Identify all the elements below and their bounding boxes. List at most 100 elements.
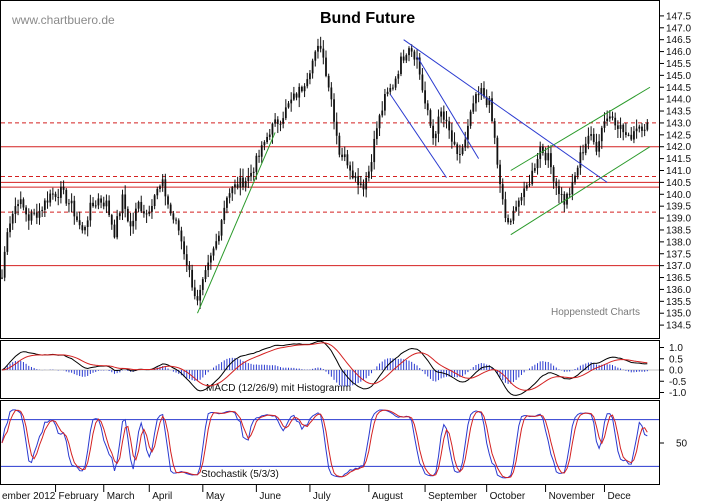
price-bar-body <box>536 159 539 169</box>
price-bar-body <box>375 128 378 139</box>
price-bar-body <box>292 93 295 100</box>
price-bar-body <box>295 93 298 98</box>
price-bar-body <box>76 216 78 221</box>
price-bar-body <box>164 179 167 197</box>
price-bar-body <box>204 270 207 280</box>
price-bar-body <box>341 154 343 158</box>
price-bar-body <box>606 118 609 122</box>
price-tick-label: 141.5 <box>666 154 691 165</box>
price-bar-body <box>9 223 11 233</box>
price-bar-body <box>236 184 239 188</box>
price-tick-label: 138.5 <box>666 225 691 236</box>
price-bar-body <box>25 207 27 215</box>
price-bar-body <box>65 189 68 204</box>
price-bar-body <box>507 218 509 223</box>
price-bar-body <box>472 103 475 112</box>
price-bar-body <box>491 98 493 122</box>
price-bar-body <box>86 220 89 228</box>
price-bar-body <box>531 170 534 185</box>
chart-credit: Hoppenstedt Charts <box>551 307 640 318</box>
month-label: July <box>313 491 331 502</box>
price-bar-body <box>416 57 418 60</box>
price-bar-body <box>193 287 196 297</box>
price-bar-body <box>456 144 459 155</box>
price-bar-body <box>151 206 153 212</box>
price-bar-body <box>60 186 62 198</box>
price-bar-body <box>392 87 394 89</box>
month-label: May <box>206 491 225 502</box>
month-label: October <box>490 491 526 502</box>
price-bar-body <box>156 188 159 196</box>
trend-line <box>510 146 651 236</box>
price-bar-body <box>258 155 260 157</box>
price-bar-body <box>448 121 451 131</box>
price-bar-body <box>517 200 520 207</box>
price-bar-body <box>402 56 405 61</box>
price-bar-body <box>587 135 590 144</box>
price-bar-body <box>212 248 215 256</box>
price-y-axis: 134.5135.0135.5136.0136.5137.0137.5138.0… <box>659 11 691 332</box>
month-x-axis: ember 2012 February March April May June July A… <box>2 485 631 502</box>
price-bar-body <box>244 181 247 188</box>
price-bar-body <box>509 220 512 223</box>
price-tick-label: 135.5 <box>666 297 691 308</box>
price-bar-body <box>268 134 271 137</box>
price-bar-body <box>260 145 263 157</box>
price-bar-body <box>234 184 236 188</box>
price-bar-body <box>145 213 148 215</box>
price-bar-body <box>148 211 151 214</box>
price-bar-body <box>51 193 54 195</box>
price-bar-body <box>458 154 461 156</box>
price-bars <box>1 36 649 309</box>
price-bar-body <box>19 199 22 205</box>
month-label: August <box>372 491 403 502</box>
price-bar-body <box>177 220 180 231</box>
price-bar-body <box>378 115 381 129</box>
price-bar-body <box>54 193 57 197</box>
price-bar-body <box>558 186 560 195</box>
price-bar-body <box>560 193 563 195</box>
price-bar-body <box>418 57 421 75</box>
price-bar-body <box>485 96 488 105</box>
price-bar-body <box>169 204 172 214</box>
month-label: April <box>152 491 172 502</box>
price-bar-body <box>223 207 226 221</box>
price-bar-body <box>263 142 266 146</box>
price-bar-body <box>335 121 338 136</box>
price-panel-frame <box>0 0 660 339</box>
month-label: ember 2012 <box>2 491 56 502</box>
price-bar-body <box>215 241 218 249</box>
price-bar-body <box>196 296 199 301</box>
price-bar-body <box>429 110 432 126</box>
price-bar-body <box>1 277 3 279</box>
price-bar-body <box>467 125 469 140</box>
price-bar-body <box>541 146 544 153</box>
price-tick-label: 136.0 <box>666 285 691 296</box>
price-bar-body <box>325 57 327 76</box>
price-bar-body <box>81 225 84 231</box>
price-bar-body <box>110 215 113 225</box>
price-tick-label: 144.5 <box>666 83 691 94</box>
price-bar-body <box>574 175 576 183</box>
price-bar-body <box>191 269 194 288</box>
price-bar-body <box>515 206 518 211</box>
price-bar-body <box>153 195 156 207</box>
price-bar-body <box>496 137 499 165</box>
price-bar-body <box>113 224 116 238</box>
price-bar-body <box>228 193 231 198</box>
price-bar-body <box>488 98 491 105</box>
price-tick-label: 142.0 <box>666 142 691 153</box>
price-bar-body <box>207 262 210 271</box>
macd-tick-label: -1.0 <box>669 388 687 399</box>
price-bar-body <box>314 51 317 61</box>
price-bar-body <box>600 127 603 142</box>
price-bar-body <box>92 202 94 207</box>
price-bar-body <box>400 56 402 75</box>
stochastic-plot: 50 <box>1 409 688 479</box>
price-bar-body <box>351 170 354 179</box>
price-bar-body <box>78 220 81 226</box>
price-bar-body <box>370 162 373 172</box>
price-bar-body <box>201 279 204 290</box>
price-bar-body <box>408 48 410 56</box>
price-bar-body <box>266 136 268 143</box>
